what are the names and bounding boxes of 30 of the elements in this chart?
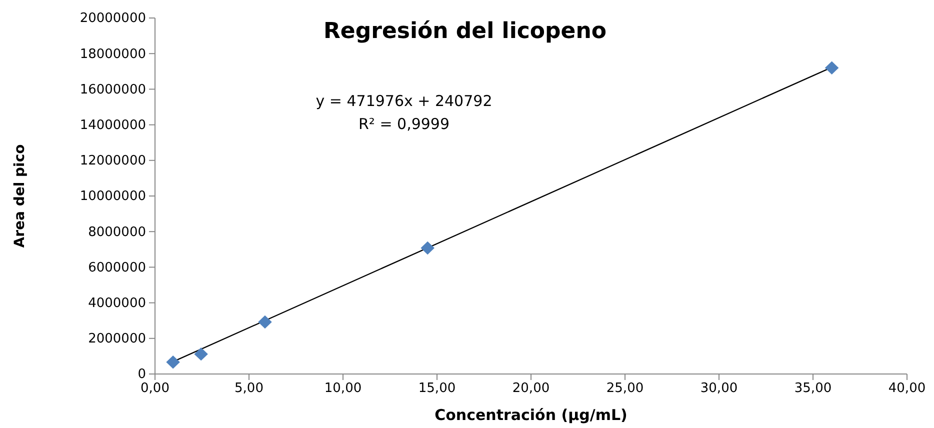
point bbox=[258, 315, 272, 329]
y-tick-label: 20000000 bbox=[80, 11, 146, 26]
y-tick-label: 10000000 bbox=[80, 189, 146, 204]
x-tick-label: 35,00 bbox=[794, 381, 832, 396]
point bbox=[420, 241, 434, 255]
x-tick-label: 15,00 bbox=[418, 381, 456, 396]
y-tick-label: 8000000 bbox=[88, 224, 146, 240]
y-tick-label: 6000000 bbox=[88, 260, 146, 276]
x-tick-label: 5,00 bbox=[234, 381, 264, 396]
y-tick-label: 16000000 bbox=[80, 82, 146, 98]
x-tick-label: 0,00 bbox=[140, 381, 170, 396]
x-tick-label: 30,00 bbox=[700, 381, 738, 396]
point bbox=[166, 355, 180, 369]
y-tick-label: 4000000 bbox=[88, 296, 146, 311]
y-tick-label: 0 bbox=[138, 367, 146, 382]
chart-title: Regresión del licopeno bbox=[323, 19, 607, 44]
annotation: y = 471976x + 240792 bbox=[316, 92, 492, 110]
x-tick-label: 10,00 bbox=[324, 381, 362, 396]
y-tick-label: 12000000 bbox=[80, 154, 146, 169]
point bbox=[824, 61, 839, 74]
annotation: R² = 0,9999 bbox=[358, 115, 450, 133]
y-axis-title: Area del pico bbox=[12, 144, 28, 248]
y-tick-label: 2000000 bbox=[88, 332, 146, 347]
x-tick-label: 20,00 bbox=[512, 381, 550, 396]
point bbox=[194, 347, 208, 361]
y-tick-label: 14000000 bbox=[80, 118, 146, 133]
x-tick-label: 25,00 bbox=[606, 381, 644, 396]
y-tick-label: 18000000 bbox=[80, 46, 146, 62]
x-axis-title: Concentración (µg/mL) bbox=[434, 406, 628, 424]
x-tick-label: 40,00 bbox=[888, 381, 926, 396]
